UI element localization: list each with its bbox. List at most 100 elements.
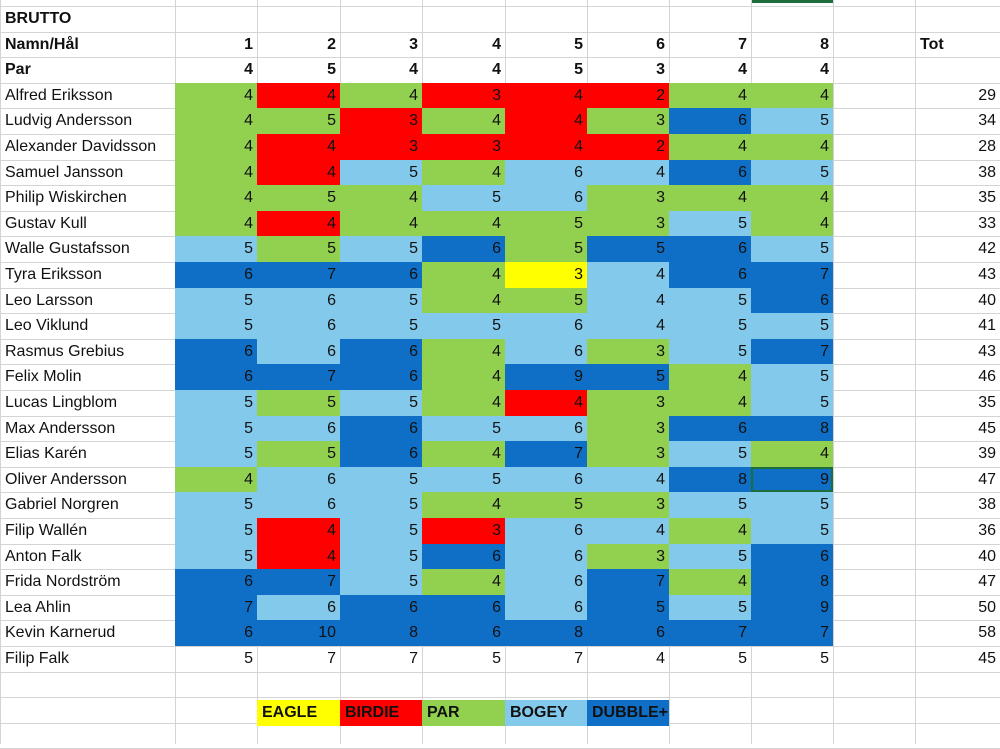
score-cell[interactable]: 5 — [492, 650, 501, 667]
header-hole-2[interactable]: 2 — [327, 35, 336, 53]
score-cell[interactable]: 3 — [587, 543, 669, 570]
score-cell[interactable]: 5 — [669, 313, 751, 339]
score-cell[interactable]: 4 — [751, 134, 833, 160]
score-cell[interactable]: 4 — [751, 185, 833, 211]
score-cell[interactable]: 4 — [751, 210, 833, 237]
score-cell[interactable]: 4 — [587, 159, 669, 186]
player-name[interactable]: Frida Nordström — [5, 573, 121, 591]
score-cell[interactable]: 4 — [587, 262, 669, 288]
score-cell[interactable]: 5 — [175, 287, 257, 314]
header-hole-1[interactable]: 1 — [244, 35, 253, 53]
score-cell[interactable]: 6 — [175, 364, 257, 390]
score-cell[interactable]: 6 — [587, 620, 669, 646]
score-cell[interactable]: 4 — [422, 390, 505, 416]
score-cell[interactable]: 6 — [751, 287, 833, 314]
par-hole-3[interactable]: 4 — [409, 61, 418, 79]
score-cell[interactable]: 9 — [751, 466, 833, 493]
score-cell[interactable]: 7 — [409, 650, 418, 667]
score-cell[interactable]: 5 — [422, 313, 505, 339]
score-cell[interactable]: 8 — [751, 415, 833, 442]
score-cell[interactable]: 4 — [422, 492, 505, 518]
score-cell[interactable]: 4 — [175, 134, 257, 160]
score-cell[interactable]: 4 — [656, 650, 665, 667]
score-cell[interactable]: 5 — [340, 543, 422, 570]
player-name[interactable]: Filip Falk — [5, 650, 70, 667]
score-cell[interactable]: 5 — [505, 236, 587, 262]
score-cell[interactable]: 5 — [587, 236, 669, 262]
score-cell[interactable]: 4 — [257, 134, 340, 160]
score-cell[interactable]: 5 — [257, 390, 340, 416]
score-cell[interactable]: 4 — [505, 390, 587, 416]
player-name[interactable]: Elias Karén — [5, 445, 87, 463]
score-cell[interactable]: 8 — [751, 569, 833, 595]
score-cell[interactable]: 5 — [751, 313, 833, 339]
score-cell[interactable]: 6 — [505, 466, 587, 493]
score-cell[interactable]: 6 — [422, 620, 505, 646]
score-cell[interactable]: 4 — [257, 210, 340, 237]
score-cell[interactable]: 6 — [340, 441, 422, 467]
score-cell[interactable]: 4 — [257, 543, 340, 570]
score-cell[interactable]: 9 — [505, 364, 587, 390]
score-cell[interactable]: 4 — [751, 82, 833, 109]
player-name[interactable]: Max Andersson — [5, 419, 116, 437]
score-cell[interactable]: 4 — [422, 569, 505, 595]
score-cell[interactable]: 5 — [751, 364, 833, 390]
score-cell[interactable]: 4 — [505, 108, 587, 134]
score-cell[interactable]: 5 — [422, 415, 505, 442]
score-cell[interactable]: 4 — [422, 338, 505, 365]
score-cell[interactable]: 5 — [340, 518, 422, 544]
score-cell[interactable]: 3 — [587, 492, 669, 518]
score-cell[interactable]: 6 — [669, 108, 751, 134]
score-cell[interactable]: 5 — [422, 466, 505, 493]
score-cell[interactable]: 6 — [505, 569, 587, 595]
score-cell[interactable]: 4 — [751, 441, 833, 467]
score-cell[interactable]: 6 — [669, 415, 751, 442]
score-cell[interactable]: 4 — [669, 569, 751, 595]
player-total[interactable]: 50 — [978, 598, 996, 616]
score-cell[interactable]: 4 — [175, 185, 257, 211]
score-cell[interactable]: 4 — [587, 466, 669, 493]
score-cell[interactable]: 6 — [505, 518, 587, 544]
player-name[interactable]: Lea Ahlin — [5, 598, 71, 616]
player-name[interactable]: Rasmus Grebius — [5, 342, 125, 360]
header-hole-3[interactable]: 3 — [409, 35, 418, 53]
score-cell[interactable]: 3 — [422, 134, 505, 160]
score-cell[interactable]: 6 — [175, 620, 257, 646]
score-cell[interactable]: 7 — [175, 594, 257, 621]
player-total[interactable]: 41 — [978, 317, 996, 335]
score-cell[interactable]: 5 — [175, 313, 257, 339]
player-total[interactable]: 40 — [978, 291, 996, 309]
score-cell[interactable]: 8 — [340, 620, 422, 646]
score-cell[interactable]: 10 — [257, 620, 340, 646]
score-cell[interactable]: 6 — [257, 313, 340, 339]
par-hole-8[interactable]: 4 — [820, 61, 829, 79]
score-cell[interactable]: 5 — [340, 287, 422, 314]
score-cell[interactable]: 6 — [505, 543, 587, 570]
score-cell[interactable]: 4 — [587, 518, 669, 544]
player-total[interactable]: 35 — [978, 394, 996, 411]
player-total[interactable]: 34 — [978, 112, 996, 130]
player-total[interactable]: 36 — [978, 522, 996, 539]
score-cell[interactable]: 3 — [587, 108, 669, 134]
player-name[interactable]: Samuel Jansson — [5, 163, 124, 181]
score-cell[interactable]: 6 — [505, 185, 587, 211]
score-cell[interactable]: 4 — [340, 210, 422, 237]
player-total[interactable]: 38 — [978, 496, 996, 514]
score-cell[interactable]: 5 — [669, 338, 751, 365]
score-cell[interactable]: 3 — [422, 518, 505, 544]
score-cell[interactable]: 5 — [669, 210, 751, 237]
score-cell[interactable]: 6 — [505, 159, 587, 186]
player-name[interactable]: Alfred Eriksson — [5, 86, 113, 104]
score-cell[interactable]: 6 — [257, 287, 340, 314]
par-hole-5[interactable]: 5 — [574, 61, 583, 79]
score-cell[interactable]: 6 — [505, 313, 587, 339]
score-cell[interactable]: 7 — [669, 620, 751, 646]
score-cell[interactable]: 5 — [669, 594, 751, 621]
score-cell[interactable]: 6 — [175, 569, 257, 595]
score-cell[interactable]: 5 — [257, 108, 340, 134]
score-cell[interactable]: 6 — [257, 338, 340, 365]
player-name[interactable]: Leo Larsson — [5, 291, 94, 309]
player-name[interactable]: Gabriel Norgren — [5, 496, 119, 514]
player-name[interactable]: Anton Falk — [5, 547, 82, 565]
score-cell[interactable]: 6 — [257, 466, 340, 493]
